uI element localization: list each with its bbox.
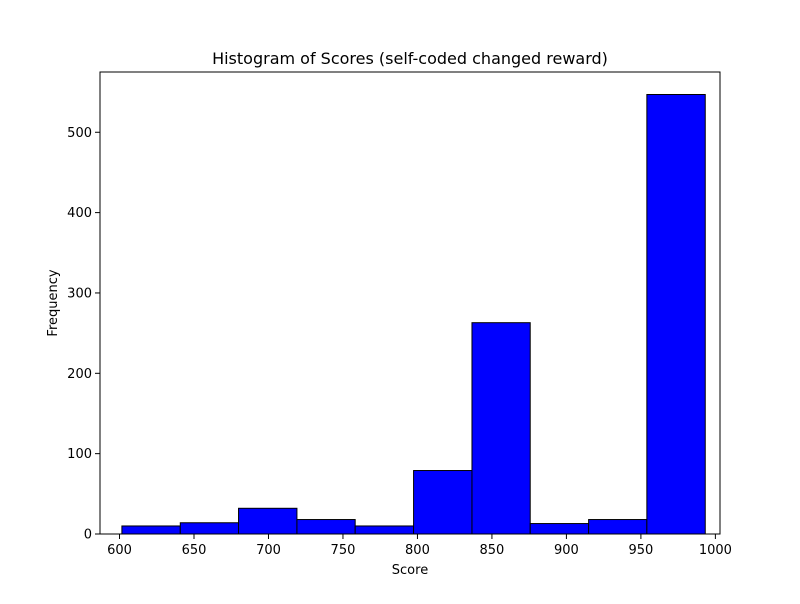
x-tick-label-700: 700 [256, 543, 281, 558]
histogram-bar-8 [529, 523, 590, 535]
y-tick-label-500: 500 [67, 126, 92, 141]
x-axis-label: Score [392, 563, 428, 578]
y-axis-label: Frequency [46, 269, 61, 336]
x-tick-label-900: 900 [554, 543, 579, 558]
histogram-bar-4 [296, 519, 356, 535]
x-tick-label-850: 850 [480, 543, 505, 558]
y-tick-label-0: 0 [84, 528, 92, 543]
histogram-bar-10 [646, 93, 706, 535]
histogram-bar-1 [121, 525, 181, 535]
y-tick-label-400: 400 [67, 206, 92, 221]
x-tick-label-600: 600 [107, 543, 132, 558]
plot-frame [99, 71, 721, 535]
x-tick-label-1000: 1000 [699, 543, 732, 558]
histogram-bar-3 [238, 507, 298, 535]
y-axis-ticks: 0 100 200 300 400 500 [67, 126, 100, 543]
x-tick-label-950: 950 [628, 543, 653, 558]
histogram-bar-2 [179, 522, 240, 535]
x-axis-ticks: 600 650 700 750 800 850 900 950 1000 [107, 534, 732, 558]
y-tick-label-300: 300 [67, 286, 92, 301]
histogram-bar-6 [413, 470, 473, 535]
x-tick-label-650: 650 [182, 543, 207, 558]
histogram-bar-9 [588, 519, 648, 535]
bars-layer [121, 93, 706, 535]
chart-title: Histogram of Scores (self-coded changed … [212, 49, 608, 68]
histogram-bar-7 [471, 322, 531, 535]
y-tick-label-100: 100 [67, 447, 92, 462]
x-tick-label-800: 800 [405, 543, 430, 558]
x-tick-label-750: 750 [331, 543, 356, 558]
histogram-bar-5 [354, 525, 415, 535]
y-tick-label-200: 200 [67, 367, 92, 382]
